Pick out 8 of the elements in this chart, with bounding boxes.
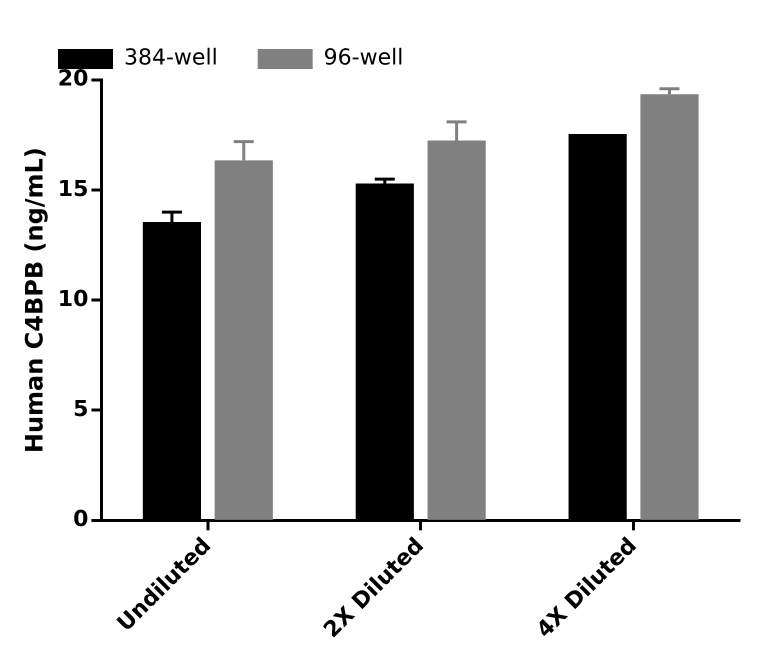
y-tick-label: 10: [58, 286, 88, 312]
y-tick-label: 20: [58, 66, 88, 92]
legend-label: 384-well: [124, 46, 218, 71]
y-tick-label: 0: [73, 507, 88, 532]
y-tick-label: 15: [58, 176, 88, 202]
legend-label: 96-well: [324, 46, 404, 71]
y-axis-title: Human C4BPB (ng/mL): [20, 147, 49, 454]
y-tick-label: 5: [73, 396, 88, 422]
